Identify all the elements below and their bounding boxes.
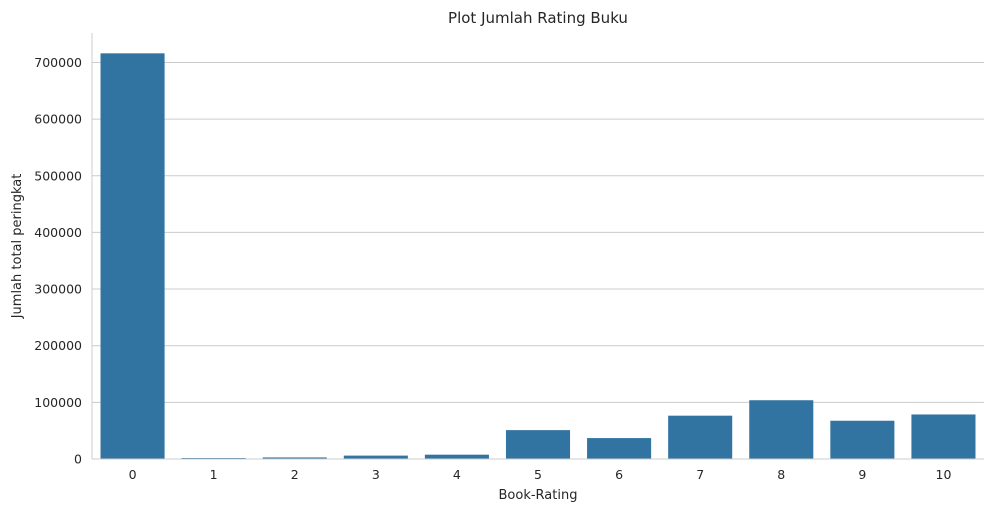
x-axis-label: Book-Rating <box>499 488 578 503</box>
x-tick-label: 1 <box>210 467 218 482</box>
bar <box>749 400 814 459</box>
y-tick-label: 700000 <box>34 55 82 70</box>
y-tick-label: 300000 <box>34 282 82 297</box>
x-tick-label: 2 <box>291 467 299 482</box>
bar <box>668 415 733 459</box>
bars <box>100 53 976 459</box>
y-tick-labels: 0 100000 200000 300000 400000 500000 600000 700… <box>34 55 82 467</box>
y-tick-label: 200000 <box>34 338 82 353</box>
bar <box>587 438 652 459</box>
bar <box>505 430 571 459</box>
bar <box>830 420 895 459</box>
bar <box>911 414 976 459</box>
x-tick-label: 8 <box>777 467 785 482</box>
bar <box>424 454 489 459</box>
bar <box>100 53 165 459</box>
chart-title: Plot Jumlah Rating Buku <box>448 9 628 27</box>
x-tick-label: 4 <box>453 467 461 482</box>
y-tick-label: 600000 <box>34 112 82 127</box>
x-tick-label: 10 <box>936 467 952 482</box>
x-tick-label: 9 <box>858 467 866 482</box>
y-tick-label: 400000 <box>34 225 82 240</box>
x-tick-label: 7 <box>696 467 704 482</box>
x-tick-label: 0 <box>129 467 137 482</box>
x-tick-label: 6 <box>615 467 623 482</box>
x-tick-labels: 0 1 2 3 4 5 6 7 8 9 10 <box>129 467 952 482</box>
bar <box>181 457 246 459</box>
x-tick-label: 5 <box>534 467 542 482</box>
y-tick-label: 100000 <box>34 395 82 410</box>
bar <box>343 455 408 459</box>
x-tick-label: 3 <box>372 467 380 482</box>
y-axis-label: Jumlah total peringkat <box>10 174 25 320</box>
y-tick-label: 500000 <box>34 168 82 183</box>
bar <box>262 457 327 459</box>
grid-lines <box>92 61 984 460</box>
y-tick-label: 0 <box>74 452 82 467</box>
